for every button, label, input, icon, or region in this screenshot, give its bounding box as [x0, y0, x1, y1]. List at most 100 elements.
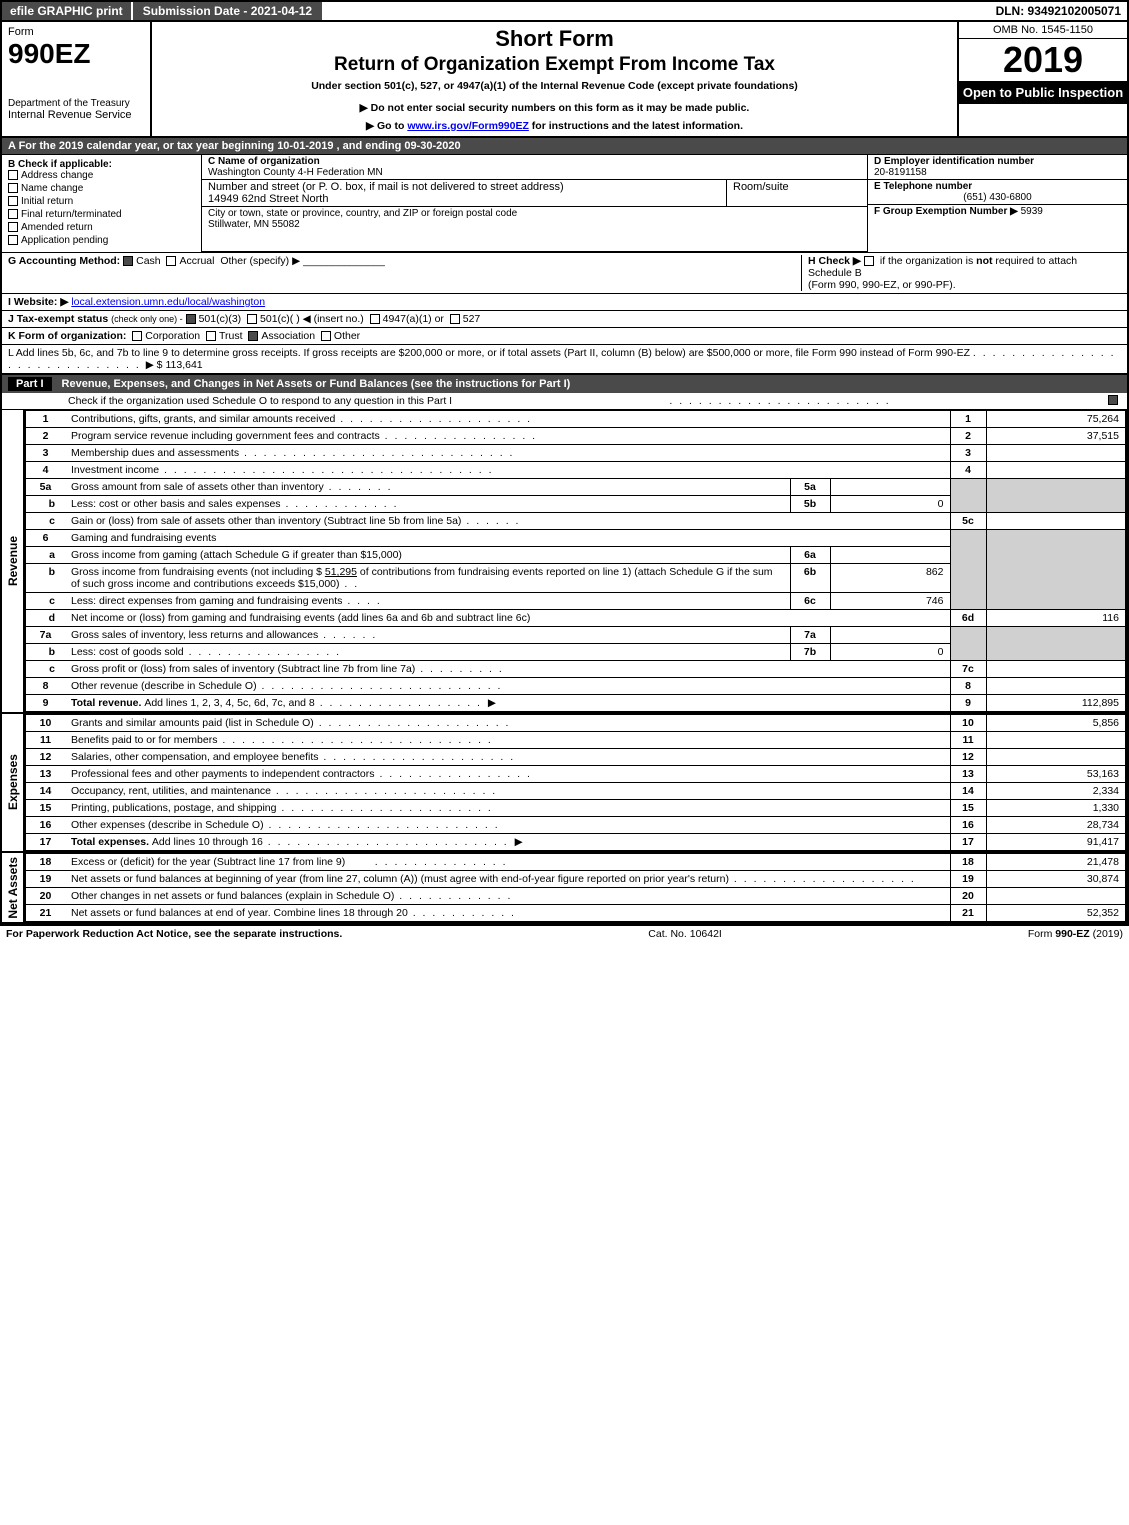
- k-assoc: Association: [261, 330, 315, 342]
- line-6-shade-val: [986, 530, 1126, 610]
- section-a-year: A For the 2019 calendar year, or tax yea…: [0, 138, 1129, 155]
- irs-label: Internal Revenue Service: [8, 109, 144, 121]
- line-15-desc: Printing, publications, postage, and shi…: [71, 802, 276, 814]
- line-21-desc: Net assets or fund balances at end of ye…: [71, 907, 408, 919]
- line-10-val: 5,856: [986, 715, 1126, 732]
- part-1-num: Part I: [8, 377, 52, 391]
- chk-trust[interactable]: [206, 331, 216, 341]
- line-5b-desc: Less: cost or other basis and sales expe…: [71, 498, 281, 510]
- line-4: 4 Investment income . . . . . . . . . . …: [25, 462, 1126, 479]
- chk-4947[interactable]: [370, 314, 380, 324]
- return-title: Return of Organization Exempt From Incom…: [162, 54, 947, 76]
- line-17-no: 17: [25, 834, 65, 851]
- expenses-section: Expenses 10 Grants and similar amounts p…: [0, 712, 1129, 851]
- line-9-desc: Add lines 1, 2, 3, 4, 5c, 6d, 7c, and 8: [144, 697, 314, 709]
- line-6-shade: [950, 530, 986, 610]
- chk-h[interactable]: [864, 256, 874, 266]
- line-12: 12 Salaries, other compensation, and emp…: [25, 749, 1126, 766]
- top-spacer: [324, 2, 989, 20]
- chk-name-change[interactable]: Name change: [8, 183, 195, 194]
- line-5c-desc: Gain or (loss) from sale of assets other…: [71, 515, 461, 527]
- f-label: F Group Exemption Number ▶: [874, 206, 1018, 217]
- line-16: 16 Other expenses (describe in Schedule …: [25, 817, 1126, 834]
- c-name-value: Washington County 4-H Federation MN: [208, 167, 861, 178]
- line-7c-num: 7c: [950, 661, 986, 678]
- line-6b-desc-pre: Gross income from fundraising events (no…: [71, 566, 325, 578]
- line-6c-no: c: [25, 593, 65, 610]
- side-expenses: Expenses: [2, 714, 24, 851]
- chk-final-return[interactable]: Final return/terminated: [8, 209, 195, 220]
- f-row: F Group Exemption Number ▶ 5939: [868, 205, 1127, 218]
- line-21-num: 21: [950, 905, 986, 922]
- line-1-no: 1: [25, 411, 65, 428]
- efile-print-button[interactable]: efile GRAPHIC print: [2, 2, 131, 20]
- line-5c: c Gain or (loss) from sale of assets oth…: [25, 513, 1126, 530]
- d-label: D Employer identification number: [874, 156, 1121, 167]
- footer-right: Form 990-EZ (2019): [1028, 928, 1123, 940]
- go-to-suffix: for instructions and the latest informat…: [529, 120, 743, 132]
- line-17-val: 91,417: [986, 834, 1126, 851]
- form-word: Form: [8, 26, 144, 38]
- line-3-desc: Membership dues and assessments: [71, 447, 239, 459]
- h-not: not: [976, 255, 992, 267]
- j-c: 501(c)( ) ◀ (insert no.): [260, 313, 364, 325]
- line-16-val: 28,734: [986, 817, 1126, 834]
- line-14: 14 Occupancy, rent, utilities, and maint…: [25, 783, 1126, 800]
- line-17-arrow: ▶: [515, 836, 523, 848]
- line-18-no: 18: [25, 854, 65, 871]
- i-website-link[interactable]: local.extension.umn.edu/local/washington: [71, 296, 265, 308]
- row-k: K Form of organization: Corporation Trus…: [0, 328, 1129, 345]
- l-arrow: ▶ $: [146, 359, 163, 371]
- line-3-num: 3: [950, 445, 986, 462]
- top-bar: efile GRAPHIC print Submission Date - 20…: [0, 0, 1129, 22]
- go-to-instructions: ▶ Go to www.irs.gov/Form990EZ for instru…: [162, 120, 947, 132]
- chk-application-pending[interactable]: Application pending: [8, 235, 195, 246]
- chk-amended-return[interactable]: Amended return: [8, 222, 195, 233]
- j-527: 527: [463, 313, 481, 325]
- chk-527[interactable]: [450, 314, 460, 324]
- part-1-title: Revenue, Expenses, and Changes in Net As…: [62, 378, 571, 390]
- chk-address-change[interactable]: Address change: [8, 170, 195, 181]
- line-16-desc: Other expenses (describe in Schedule O): [71, 819, 264, 831]
- chk-cash[interactable]: [123, 256, 133, 266]
- irs-link[interactable]: www.irs.gov/Form990EZ: [407, 120, 529, 132]
- expenses-table: 10 Grants and similar amounts paid (list…: [24, 714, 1127, 851]
- chk-schedule-o[interactable]: [1108, 395, 1118, 405]
- form-number: 990EZ: [8, 38, 144, 70]
- footer-left: For Paperwork Reduction Act Notice, see …: [6, 928, 342, 940]
- chk-other[interactable]: [321, 331, 331, 341]
- net-assets-section: Net Assets 18 Excess or (deficit) for th…: [0, 851, 1129, 924]
- line-2: 2 Program service revenue including gove…: [25, 428, 1126, 445]
- j-c3: 501(c)(3): [199, 313, 242, 325]
- side-revenue: Revenue: [2, 410, 24, 712]
- k-corp: Corporation: [145, 330, 200, 342]
- chk-initial-return[interactable]: Initial return: [8, 196, 195, 207]
- chk-501c3[interactable]: [186, 314, 196, 324]
- line-4-num: 4: [950, 462, 986, 479]
- line-2-desc: Program service revenue including govern…: [71, 430, 380, 442]
- h-text1: if the organization is: [880, 255, 976, 267]
- line-20-desc: Other changes in net assets or fund bala…: [71, 890, 394, 902]
- footer-right-pre: Form: [1028, 928, 1055, 940]
- line-1-val: 75,264: [986, 411, 1126, 428]
- line-10-no: 10: [25, 715, 65, 732]
- line-13-num: 13: [950, 766, 986, 783]
- chk-corp[interactable]: [132, 331, 142, 341]
- line-6c-desc: Less: direct expenses from gaming and fu…: [71, 595, 342, 607]
- d-row: D Employer identification number 20-8191…: [868, 155, 1127, 180]
- net-assets-table: 18 Excess or (deficit) for the year (Sub…: [24, 853, 1127, 922]
- chk-accrual[interactable]: [166, 256, 176, 266]
- c-name-label: C Name of organization: [208, 156, 861, 167]
- j-4947: 4947(a)(1) or: [383, 313, 444, 325]
- line-11-no: 11: [25, 732, 65, 749]
- chk-501c[interactable]: [247, 314, 257, 324]
- line-5ab-shade: [950, 479, 986, 513]
- chk-initial-label: Initial return: [21, 196, 73, 207]
- k-trust: Trust: [219, 330, 243, 342]
- line-20: 20 Other changes in net assets or fund b…: [25, 888, 1126, 905]
- line-17-desc: Add lines 10 through 16: [152, 836, 263, 848]
- row-l: L Add lines 5b, 6c, and 7b to line 9 to …: [0, 345, 1129, 375]
- line-12-val: [986, 749, 1126, 766]
- line-14-desc: Occupancy, rent, utilities, and maintena…: [71, 785, 271, 797]
- chk-assoc[interactable]: [248, 331, 258, 341]
